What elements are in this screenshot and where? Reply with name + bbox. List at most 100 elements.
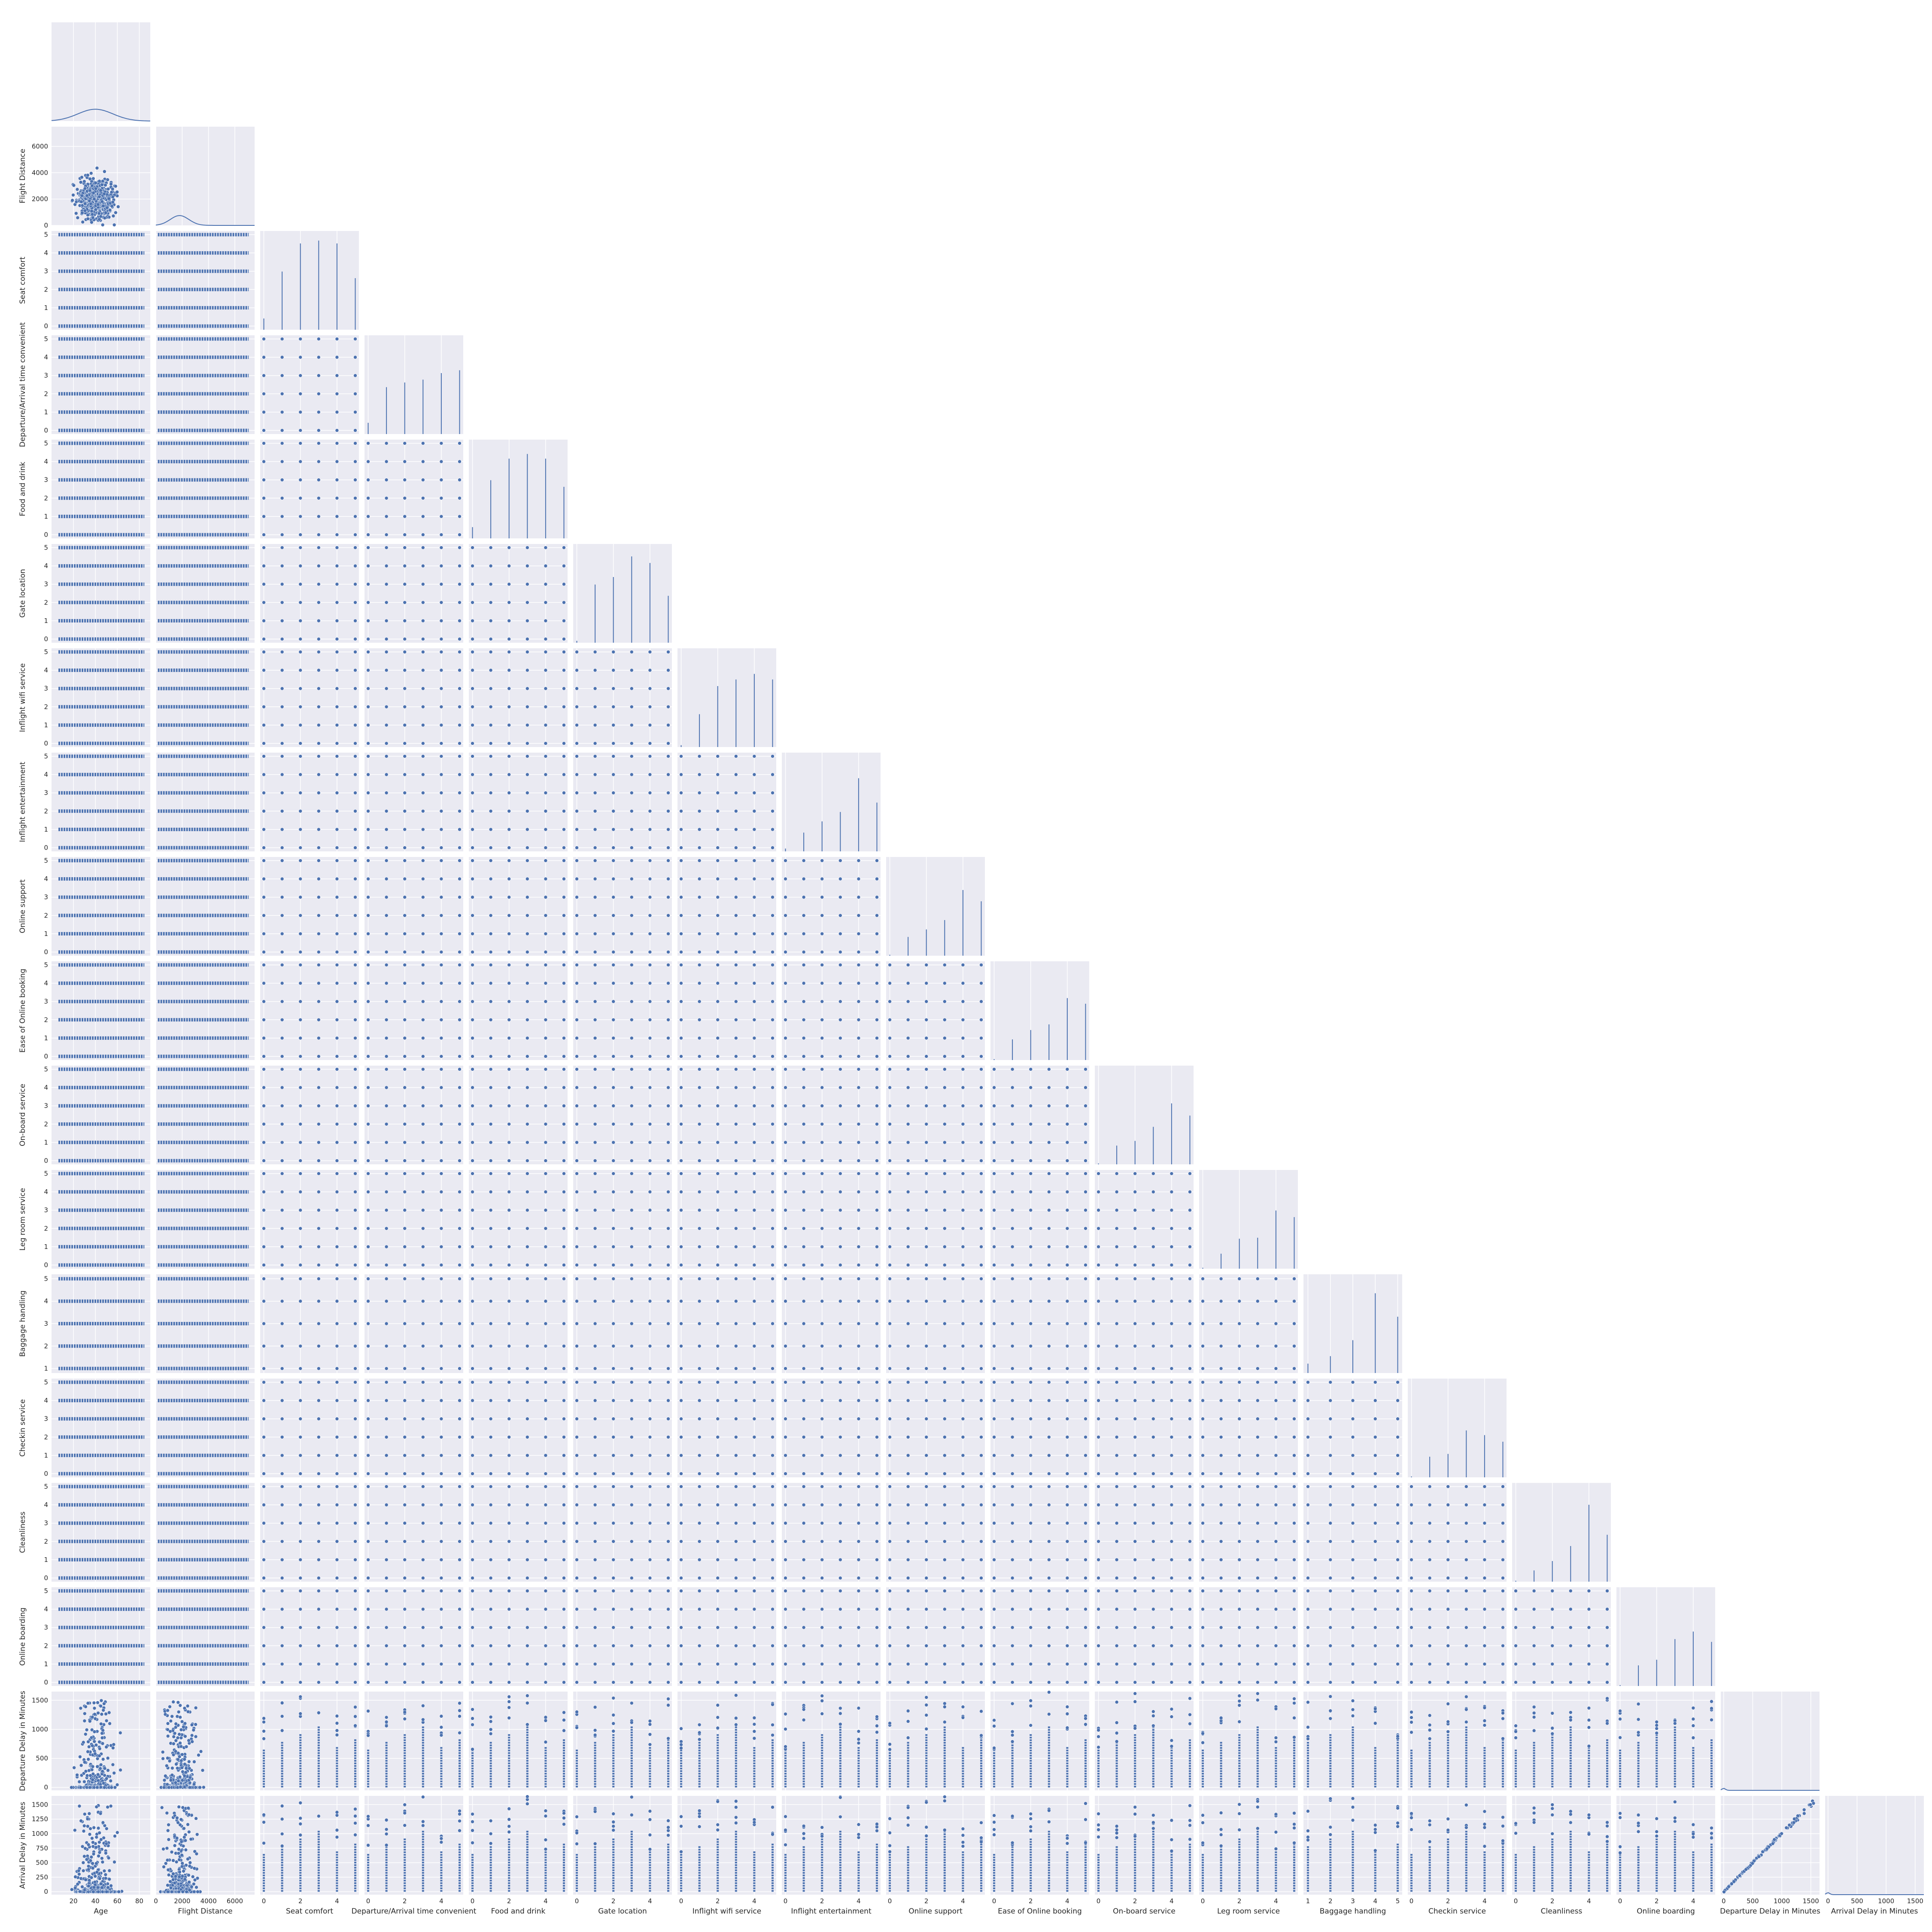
y-axis-label: Cleanliness	[18, 1512, 27, 1553]
scatter-point	[507, 1398, 511, 1403]
panel-departure-arrival-time-convenient-vs-departure-arrival-time-convenient	[365, 335, 463, 434]
scatter-point	[752, 791, 756, 795]
scatter-point	[697, 1503, 702, 1507]
scatter-point	[575, 809, 579, 813]
panel-background	[573, 857, 672, 956]
scatter-point	[335, 1398, 339, 1403]
scatter-point	[906, 1277, 910, 1281]
scatter-point	[471, 1503, 474, 1507]
scatter-point	[471, 1367, 474, 1370]
scatter-point	[1029, 1539, 1033, 1543]
scatter-point	[771, 1245, 775, 1249]
scatter-point	[575, 650, 579, 654]
scatter-point	[544, 1263, 548, 1267]
scatter-point	[262, 668, 266, 672]
scatter-point	[384, 1321, 389, 1326]
scatter-point	[838, 1190, 842, 1194]
scatter-point	[384, 950, 389, 954]
scatter-point	[1047, 1140, 1051, 1145]
scatter-point	[992, 1299, 996, 1303]
scatter-point	[593, 1245, 597, 1249]
scatter-point	[666, 895, 670, 899]
scatter-point	[353, 1417, 357, 1421]
scatter-point	[489, 1589, 493, 1593]
scatter-point	[979, 1435, 983, 1439]
scatter-point	[1010, 1367, 1015, 1370]
scatter-point	[1373, 1485, 1377, 1488]
scatter-point	[316, 913, 321, 917]
scatter-point	[458, 754, 462, 758]
scatter-point	[888, 1485, 892, 1488]
scatter-point	[471, 981, 474, 985]
scatter-point	[1029, 1435, 1033, 1439]
scatter-point	[1097, 1299, 1100, 1303]
scatter-point	[353, 1607, 357, 1611]
scatter-point	[262, 1245, 266, 1249]
scatter-point	[784, 981, 787, 985]
scatter-point	[89, 202, 93, 206]
scatter-point	[298, 859, 303, 863]
scatter-point	[1237, 1435, 1242, 1439]
scatter-point	[734, 1140, 738, 1145]
scatter-point	[752, 913, 756, 917]
scatter-point	[992, 1321, 996, 1326]
scatter-point	[525, 1607, 529, 1611]
y-tick-label: 0	[44, 222, 48, 229]
scatter-point	[525, 546, 529, 550]
scatter-point	[820, 1485, 824, 1488]
scatter-point	[771, 1321, 775, 1326]
panel-leg-room-service-vs-flight-distance	[155, 1170, 255, 1269]
y-tick-label: 3	[44, 1102, 48, 1110]
scatter-point	[1084, 1576, 1088, 1580]
scatter-point	[961, 1263, 965, 1267]
scatter-point	[335, 441, 339, 445]
scatter-point	[838, 1472, 842, 1476]
scatter-point	[679, 1159, 683, 1163]
scatter-point	[421, 687, 425, 691]
scatter-point	[648, 1067, 652, 1071]
scatter-point	[316, 687, 321, 691]
scatter-point	[716, 1576, 720, 1580]
scatter-point	[593, 650, 597, 654]
scatter-point	[979, 1539, 983, 1543]
panel-inflight-wifi-service-vs-flight-distance	[155, 648, 255, 747]
y-tick-label: 2	[44, 494, 48, 502]
scatter-point	[489, 1245, 493, 1249]
scatter-point	[666, 1067, 670, 1071]
scatter-point	[262, 1344, 266, 1348]
scatter-point	[1115, 1172, 1119, 1176]
scatter-point	[1237, 1472, 1242, 1476]
scatter-point	[575, 950, 579, 954]
scatter-point	[525, 1277, 529, 1281]
scatter-point	[96, 203, 100, 207]
scatter-point	[697, 1485, 702, 1488]
scatter-point	[771, 1380, 775, 1384]
scatter-point	[666, 687, 670, 691]
scatter-point	[697, 1036, 702, 1040]
scatter-point	[298, 1018, 303, 1022]
scatter-point	[489, 1344, 493, 1348]
scatter-point	[771, 1435, 775, 1439]
scatter-point	[979, 1367, 983, 1370]
scatter-point	[544, 1485, 548, 1488]
scatter-point	[734, 932, 738, 936]
scatter-point	[544, 932, 548, 936]
scatter-point	[280, 687, 284, 691]
scatter-point	[838, 981, 842, 985]
scatter-point	[734, 1263, 738, 1267]
y-axis-label: Online support	[18, 879, 27, 933]
scatter-point	[857, 1208, 861, 1212]
scatter-point	[593, 963, 597, 967]
scatter-point	[1047, 1576, 1051, 1580]
scatter-point	[439, 1435, 444, 1439]
panel-background	[365, 1587, 463, 1686]
scatter-point	[1151, 1321, 1155, 1326]
scatter-point	[280, 410, 284, 414]
scatter-point	[697, 1159, 702, 1163]
scatter-point	[802, 1380, 806, 1384]
scatter-point	[1133, 1380, 1137, 1384]
scatter-point	[562, 1104, 566, 1108]
scatter-point	[697, 827, 702, 832]
scatter-point	[1065, 1539, 1069, 1543]
scatter-point	[593, 1208, 597, 1212]
